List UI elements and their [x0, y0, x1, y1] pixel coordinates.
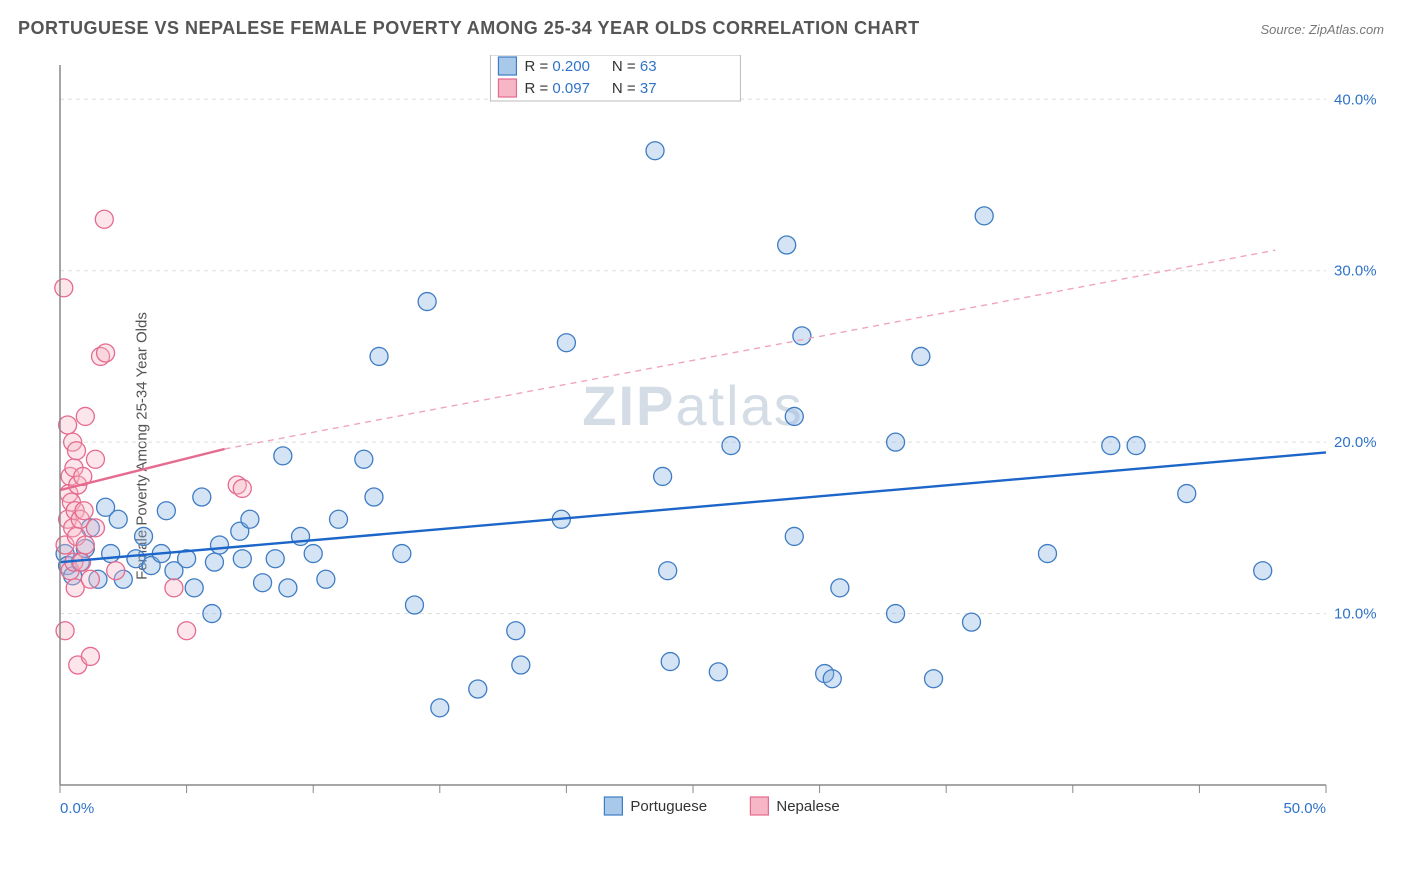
data-point-blue	[887, 433, 905, 451]
data-point-blue	[1038, 545, 1056, 563]
data-point-blue	[431, 699, 449, 717]
data-point-pink	[178, 622, 196, 640]
data-point-blue	[912, 347, 930, 365]
y-tick-label: 10.0%	[1334, 606, 1377, 623]
data-point-blue	[646, 142, 664, 160]
data-point-pink	[97, 344, 115, 362]
data-point-pink	[233, 479, 251, 497]
scatter-chart: 10.0%20.0%30.0%40.0% ZIPatlas 0.0%50.0% …	[50, 55, 1386, 835]
data-point-blue	[279, 579, 297, 597]
data-point-blue	[785, 527, 803, 545]
data-point-pink	[76, 407, 94, 425]
y-tick-label: 40.0%	[1334, 91, 1377, 108]
data-point-blue	[304, 545, 322, 563]
data-point-blue	[557, 334, 575, 352]
data-point-pink	[107, 562, 125, 580]
data-point-pink	[59, 416, 77, 434]
data-point-blue	[233, 550, 251, 568]
legend-swatch-blue	[498, 57, 516, 75]
data-point-blue	[507, 622, 525, 640]
data-point-blue	[109, 510, 127, 528]
data-point-blue	[963, 613, 981, 631]
data-point-blue	[370, 347, 388, 365]
data-point-blue	[355, 450, 373, 468]
trend-line-portuguese	[60, 452, 1326, 562]
data-point-blue	[512, 656, 530, 674]
legend-swatch-blue	[604, 797, 622, 815]
data-point-blue	[722, 437, 740, 455]
data-point-blue	[785, 407, 803, 425]
data-point-blue	[793, 327, 811, 345]
data-point-pink	[86, 450, 104, 468]
data-point-pink	[76, 536, 94, 554]
data-point-blue	[405, 596, 423, 614]
data-point-pink	[56, 622, 74, 640]
data-point-blue	[887, 605, 905, 623]
legend-label: Nepalese	[776, 798, 839, 815]
data-point-blue	[365, 488, 383, 506]
chart-plot-area: 10.0%20.0%30.0%40.0% ZIPatlas 0.0%50.0% …	[50, 55, 1386, 835]
data-point-blue	[102, 545, 120, 563]
data-point-blue	[418, 293, 436, 311]
data-point-blue	[157, 502, 175, 520]
data-point-pink	[86, 519, 104, 537]
data-point-blue	[823, 670, 841, 688]
data-point-blue	[659, 562, 677, 580]
data-point-blue	[135, 527, 153, 545]
data-point-pink	[75, 502, 93, 520]
data-point-blue	[1178, 485, 1196, 503]
data-point-blue	[661, 653, 679, 671]
chart-title: PORTUGUESE VS NEPALESE FEMALE POVERTY AM…	[18, 18, 920, 39]
watermark: ZIPatlas	[582, 374, 803, 437]
data-point-blue	[925, 670, 943, 688]
data-point-blue	[709, 663, 727, 681]
data-point-blue	[393, 545, 411, 563]
legend-label: Portuguese	[630, 798, 707, 815]
data-point-blue	[185, 579, 203, 597]
data-point-pink	[81, 647, 99, 665]
data-point-blue	[254, 574, 272, 592]
data-point-blue	[975, 207, 993, 225]
data-point-blue	[317, 570, 335, 588]
data-point-blue	[778, 236, 796, 254]
legend-swatch-pink	[750, 797, 768, 815]
data-point-blue	[205, 553, 223, 571]
data-point-pink	[55, 279, 73, 297]
data-point-blue	[203, 605, 221, 623]
data-point-pink	[67, 442, 85, 460]
data-point-blue	[193, 488, 211, 506]
data-point-blue	[831, 579, 849, 597]
data-point-pink	[81, 570, 99, 588]
data-point-blue	[330, 510, 348, 528]
data-point-blue	[469, 680, 487, 698]
data-point-pink	[95, 210, 113, 228]
data-point-blue	[1102, 437, 1120, 455]
y-tick-label: 20.0%	[1334, 434, 1377, 451]
y-tick-label: 30.0%	[1334, 263, 1377, 280]
data-point-blue	[241, 510, 259, 528]
source-attribution: Source: ZipAtlas.com	[1260, 22, 1384, 37]
data-point-blue	[266, 550, 284, 568]
x-tick-label: 0.0%	[60, 800, 94, 817]
data-point-blue	[1127, 437, 1145, 455]
legend-swatch-pink	[498, 79, 516, 97]
x-tick-label: 50.0%	[1283, 800, 1326, 817]
data-point-blue	[274, 447, 292, 465]
data-point-pink	[165, 579, 183, 597]
data-point-blue	[211, 536, 229, 554]
data-point-pink	[73, 553, 91, 571]
data-point-blue	[1254, 562, 1272, 580]
data-point-blue	[654, 467, 672, 485]
